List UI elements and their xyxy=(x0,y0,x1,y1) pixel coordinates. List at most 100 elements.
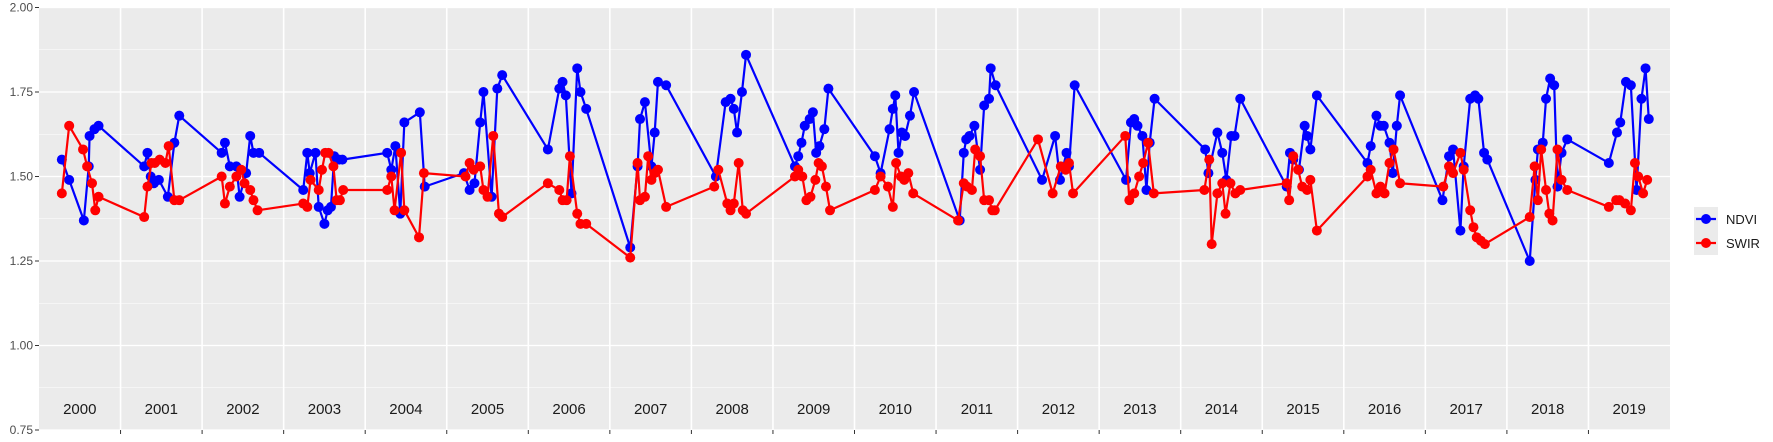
swir-point xyxy=(1212,188,1223,199)
ndvi-point xyxy=(1311,90,1322,101)
swir-point xyxy=(713,164,724,175)
year-label: 2016 xyxy=(1368,401,1401,418)
swir-point xyxy=(399,205,410,216)
swir-point xyxy=(1633,171,1644,182)
series-ndvi xyxy=(56,49,1654,266)
swir-point xyxy=(1281,178,1292,189)
swir-point xyxy=(93,191,104,202)
year-label: 2010 xyxy=(879,401,912,418)
ndvi-point xyxy=(1603,157,1614,168)
year-label: 2008 xyxy=(715,401,748,418)
year-label: 2001 xyxy=(145,401,178,418)
swir-point xyxy=(1547,215,1558,226)
ndvi-point xyxy=(1615,117,1626,128)
ndvi-point xyxy=(475,117,486,128)
ndvi-point xyxy=(557,76,568,87)
swir-point xyxy=(1603,201,1614,212)
swir-point xyxy=(882,181,893,192)
y-tick-label: 1.50 xyxy=(10,170,34,184)
swir-point xyxy=(975,151,986,162)
year-label: 2017 xyxy=(1449,401,1482,418)
ndvi-point xyxy=(1305,144,1316,155)
swir-point xyxy=(497,212,508,223)
swir-point xyxy=(1220,208,1231,219)
year-label: 2002 xyxy=(226,401,259,418)
legend-key-point xyxy=(1701,238,1711,248)
swir-point xyxy=(1384,157,1395,168)
swir-point xyxy=(810,174,821,185)
ndvi-point xyxy=(990,80,1001,91)
swir-point xyxy=(82,161,93,172)
legend-label-swir: SWIR xyxy=(1726,236,1760,251)
ndvi-point xyxy=(1455,225,1466,236)
swir-point xyxy=(625,252,636,263)
ndvi-point xyxy=(382,147,393,158)
swir-point xyxy=(1129,188,1140,199)
swir-point xyxy=(1638,188,1649,199)
swir-point xyxy=(224,181,235,192)
swir-point xyxy=(1625,205,1636,216)
year-label: 2018 xyxy=(1531,401,1564,418)
ndvi-point xyxy=(796,137,807,148)
swir-point xyxy=(78,144,89,155)
grid-lines xyxy=(39,6,1670,431)
swir-point xyxy=(1288,151,1299,162)
ndvi-point xyxy=(1473,93,1484,104)
ndvi-point xyxy=(64,174,75,185)
swir-point xyxy=(316,164,327,175)
swir-point xyxy=(953,215,964,226)
swir-point xyxy=(820,181,831,192)
ndvi-point xyxy=(969,120,980,131)
ndvi-point xyxy=(661,80,672,91)
ndvi-point xyxy=(1061,147,1072,158)
swir-point xyxy=(1148,188,1159,199)
year-label: 2003 xyxy=(308,401,341,418)
ndvi-point xyxy=(419,181,430,192)
ndvi-point xyxy=(1132,120,1143,131)
ndvi-point xyxy=(216,147,227,158)
swir-point xyxy=(572,208,583,219)
swir-point xyxy=(1524,212,1535,223)
swir-point xyxy=(875,171,886,182)
swir-point xyxy=(908,188,919,199)
ndvi-point xyxy=(904,110,915,121)
ndvi-point xyxy=(542,144,553,155)
ndvi-point xyxy=(1229,130,1240,141)
swir-point xyxy=(142,181,153,192)
swir-point xyxy=(1479,239,1490,250)
swir-point xyxy=(1206,239,1217,250)
swir-point xyxy=(661,201,672,212)
legend-label-ndvi: NDVI xyxy=(1726,212,1757,227)
ndvi-point xyxy=(337,154,348,165)
ndvi-point xyxy=(310,147,321,158)
swir-point xyxy=(252,205,263,216)
swir-point xyxy=(1217,178,1228,189)
swir-point xyxy=(816,161,827,172)
series-swir xyxy=(56,120,1653,263)
swir-point xyxy=(1541,185,1552,196)
swir-point xyxy=(386,171,397,182)
year-label: 2006 xyxy=(552,401,585,418)
swir-point xyxy=(56,188,67,199)
swir-point xyxy=(488,130,499,141)
swir-point xyxy=(1562,185,1573,196)
swir-point xyxy=(728,198,739,209)
swir-point xyxy=(1529,161,1540,172)
ndvi-point xyxy=(900,130,911,141)
ndvi-point xyxy=(325,201,336,212)
swir-point xyxy=(1620,198,1631,209)
swir-point xyxy=(1379,188,1390,199)
year-label: 2005 xyxy=(471,401,504,418)
ndvi-point xyxy=(1200,144,1211,155)
swir-point xyxy=(328,161,339,172)
ndvi-point xyxy=(893,147,904,158)
year-label: 2009 xyxy=(797,401,830,418)
swir-point xyxy=(414,232,425,243)
swir-point xyxy=(1455,147,1466,158)
ndvi-point xyxy=(1541,93,1552,104)
swir-point xyxy=(1143,137,1154,148)
ndvi-point xyxy=(581,103,592,114)
swir-point xyxy=(245,185,256,196)
swir-point xyxy=(1302,185,1313,196)
ndvi-point xyxy=(884,124,895,135)
